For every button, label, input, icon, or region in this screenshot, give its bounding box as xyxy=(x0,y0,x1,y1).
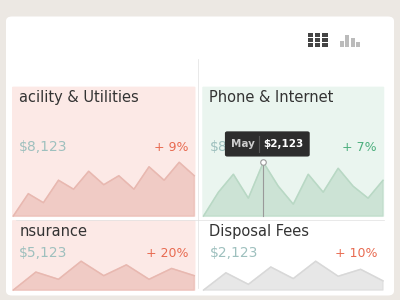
Bar xyxy=(322,38,328,42)
Bar xyxy=(315,44,320,47)
Bar xyxy=(315,33,320,37)
Text: + 10%: + 10% xyxy=(334,247,377,260)
FancyBboxPatch shape xyxy=(225,131,310,157)
FancyBboxPatch shape xyxy=(6,16,394,296)
Text: nsurance: nsurance xyxy=(19,224,87,239)
Text: + 20%: + 20% xyxy=(146,247,188,260)
Bar xyxy=(308,44,313,47)
Bar xyxy=(356,42,360,47)
Bar xyxy=(322,33,328,37)
Bar xyxy=(322,44,328,47)
Text: Phone & Internet: Phone & Internet xyxy=(210,90,334,105)
FancyBboxPatch shape xyxy=(12,87,196,217)
Polygon shape xyxy=(13,261,194,290)
Text: May: May xyxy=(230,139,254,149)
Text: + 9%: + 9% xyxy=(154,141,188,154)
FancyBboxPatch shape xyxy=(202,87,384,217)
Bar xyxy=(340,41,344,47)
Polygon shape xyxy=(204,261,383,290)
FancyBboxPatch shape xyxy=(202,220,384,291)
Polygon shape xyxy=(13,162,194,216)
Bar xyxy=(315,38,320,42)
Text: Disposal Fees: Disposal Fees xyxy=(210,224,310,239)
Bar xyxy=(345,35,349,47)
Text: $8,123: $8,123 xyxy=(210,140,258,154)
Text: acility & Utilities: acility & Utilities xyxy=(19,90,139,105)
Bar xyxy=(308,33,313,37)
Text: + 7%: + 7% xyxy=(342,141,377,154)
FancyBboxPatch shape xyxy=(12,220,196,291)
Text: $5,123: $5,123 xyxy=(19,246,68,260)
Text: $2,123: $2,123 xyxy=(210,246,258,260)
Polygon shape xyxy=(204,162,383,216)
Bar xyxy=(351,38,355,47)
Text: $8,123: $8,123 xyxy=(19,140,68,154)
Bar xyxy=(308,38,313,42)
Text: $2,123: $2,123 xyxy=(263,139,304,149)
